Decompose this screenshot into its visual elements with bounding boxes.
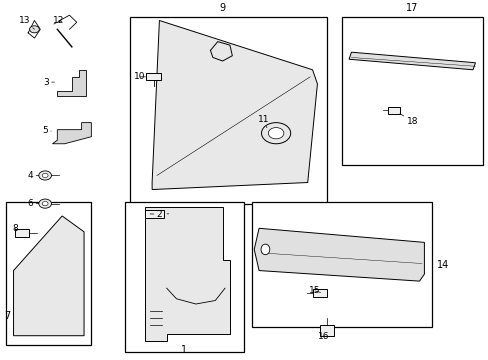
Text: 4: 4 (28, 171, 39, 180)
Polygon shape (52, 123, 91, 144)
Text: 11: 11 (258, 114, 269, 128)
Text: 9: 9 (219, 3, 225, 13)
Ellipse shape (261, 244, 269, 255)
Text: 5: 5 (42, 126, 51, 135)
Text: 8: 8 (12, 224, 18, 233)
Text: 15: 15 (308, 287, 320, 296)
Bar (125, 202, 244, 352)
Polygon shape (152, 21, 317, 190)
Bar (6, 202, 91, 345)
Bar (130, 17, 326, 204)
Bar (341, 17, 482, 165)
Circle shape (268, 127, 284, 139)
Polygon shape (144, 207, 229, 341)
Text: 18: 18 (399, 114, 417, 126)
FancyBboxPatch shape (319, 325, 334, 336)
Circle shape (42, 174, 48, 177)
Text: 1: 1 (180, 345, 186, 355)
Bar (251, 202, 431, 327)
Circle shape (39, 171, 51, 180)
Polygon shape (254, 228, 424, 281)
FancyBboxPatch shape (144, 210, 164, 218)
Text: 14: 14 (436, 260, 448, 270)
FancyBboxPatch shape (312, 289, 326, 297)
Polygon shape (348, 52, 474, 70)
Polygon shape (57, 70, 86, 96)
Text: 2: 2 (150, 210, 162, 219)
Text: 7: 7 (4, 311, 10, 321)
Text: 16: 16 (317, 332, 329, 341)
Text: 12: 12 (53, 16, 64, 25)
Text: 3: 3 (43, 78, 55, 87)
FancyBboxPatch shape (387, 107, 399, 114)
Text: 17: 17 (405, 3, 418, 13)
Text: 6: 6 (28, 199, 39, 208)
Circle shape (39, 199, 51, 208)
Circle shape (30, 26, 39, 33)
FancyBboxPatch shape (146, 73, 161, 80)
Circle shape (261, 123, 290, 144)
Text: 13: 13 (19, 16, 34, 29)
Polygon shape (14, 216, 84, 336)
Text: 10: 10 (134, 72, 145, 81)
FancyBboxPatch shape (15, 229, 29, 237)
Circle shape (42, 202, 48, 206)
